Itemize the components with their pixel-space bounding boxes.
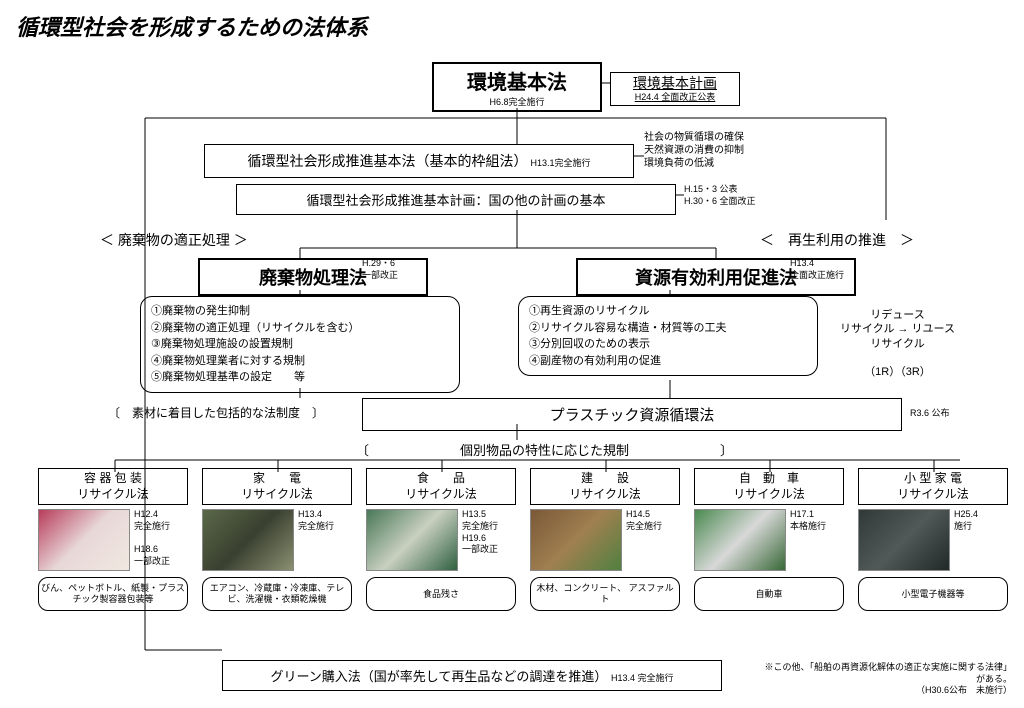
- env-law-title: 環境基本法: [440, 66, 594, 95]
- resource-law-sub: H13.4 全面改正施行: [790, 258, 844, 281]
- card-title: 食 品 リサイクル法: [366, 468, 516, 505]
- card-image: [694, 509, 786, 571]
- footer-note: ※この他、「船舶の再資源化解体の適正な実施に関する法律」がある。 （H30.6公…: [756, 662, 1012, 697]
- card-sub: H13.5 完全施行 H19.6 一部改正: [462, 509, 498, 571]
- recycling-side-note: 社会の物質循環の確保 天然資源の消費の抑制 環境負荷の低減: [644, 131, 744, 170]
- card-desc: 小型電子機器等: [858, 577, 1008, 611]
- recycling-law-sub: H13.1完全施行: [531, 158, 591, 168]
- waste-header: ＜ 廃棄物の適正処理 ＞: [100, 230, 248, 250]
- env-plan-title: 環境基本計画: [617, 75, 733, 92]
- recycling-plan-sub: H.15・3 公表 H.30・6 全面改正: [684, 184, 756, 207]
- waste-law-sub: H.29・6 一部改正: [362, 258, 398, 281]
- card-image: [366, 509, 458, 571]
- card-image: [38, 509, 130, 571]
- card-desc: びん、ペットボトル、紙製・プラスチック製容器包装等: [38, 577, 188, 611]
- waste-law-title: 廃棄物処理法: [259, 268, 367, 288]
- recycle-header: ＜ 再生利用の推進 ＞: [760, 230, 914, 250]
- plastic-sub: R3.6 公布: [910, 408, 950, 420]
- card-title: 家 電 リサイクル法: [202, 468, 352, 505]
- recycle-cards: 容 器 包 装 リサイクル法 H12.4 完全施行 H18.6 一部改正びん、ペッ…: [38, 468, 1008, 611]
- card-title: 自 動 車 リサイクル法: [694, 468, 844, 505]
- recycle-card-0: 容 器 包 装 リサイクル法 H12.4 完全施行 H18.6 一部改正びん、ペッ…: [38, 468, 188, 611]
- resource-side: リデュース リサイクル → リユース リサイクル （1R）（3R）: [840, 308, 955, 379]
- card-desc: 自動車: [694, 577, 844, 611]
- card-title: 小 型 家 電 リサイクル法: [858, 468, 1008, 505]
- card-sub: H12.4 完全施行 H18.6 一部改正: [134, 509, 170, 571]
- card-desc: 食品残さ: [366, 577, 516, 611]
- card-desc: エアコン、冷蔵庫・冷凍庫、テレビ、洗濯機・衣類乾燥機: [202, 577, 352, 611]
- recycle-card-2: 食 品 リサイクル法 H13.5 完全施行 H19.6 一部改正食品残さ: [366, 468, 516, 611]
- card-image: [858, 509, 950, 571]
- plastic-box: プラスチック資源循環法: [362, 398, 902, 431]
- card-sub: H17.1 本格施行: [790, 509, 826, 571]
- card-sub: H13.4 完全施行: [298, 509, 334, 571]
- green-text: グリーン購入法（国が率先して再生品などの調達を推進）: [270, 669, 607, 684]
- page-title: 循環型社会を形成するための法体系: [16, 10, 368, 42]
- material-label: 〔 素材に着目した包括的な法制度 〕: [108, 404, 324, 421]
- card-title: 建 設 リサイクル法: [530, 468, 680, 505]
- card-title: 容 器 包 装 リサイクル法: [38, 468, 188, 505]
- env-plan-sub: H24.4 全面改正公表: [617, 92, 733, 103]
- item-label: 〔 個別物品の特性に応じた規制 〕: [356, 440, 733, 459]
- recycle-card-4: 自 動 車 リサイクル法 H17.1 本格施行自動車: [694, 468, 844, 611]
- recycling-plan-text: 循環型社会形成推進基本計画：国の他の計画の基本: [306, 193, 605, 208]
- recycling-law-box: 循環型社会形成推進基本法（基本的枠組法） H13.1完全施行: [204, 144, 634, 178]
- env-law-box: 環境基本法 H6.8完全施行: [432, 62, 602, 112]
- green-sub: H13.4 完全施行: [611, 673, 674, 683]
- resource-law-title: 資源有効利用促進法: [635, 268, 797, 288]
- resource-items: ①再生資源のリサイクル ②リサイクル容易な構造・材質等の工夫 ③分別回収のための…: [518, 296, 818, 376]
- green-box: グリーン購入法（国が率先して再生品などの調達を推進） H13.4 完全施行: [222, 660, 722, 691]
- env-plan-box: 環境基本計画 H24.4 全面改正公表: [610, 72, 740, 106]
- card-desc: 木材、コンクリート、 アスファルト: [530, 577, 680, 611]
- env-law-sub: H6.8完全施行: [440, 95, 594, 108]
- card-image: [530, 509, 622, 571]
- card-sub: H25.4 施行: [954, 509, 978, 571]
- card-image: [202, 509, 294, 571]
- plastic-text: プラスチック資源循環法: [550, 407, 715, 424]
- card-sub: H14.5 完全施行: [626, 509, 662, 571]
- recycling-plan-box: 循環型社会形成推進基本計画：国の他の計画の基本: [236, 184, 676, 215]
- recycling-law-text: 循環型社会形成推進基本法（基本的枠組法）: [247, 153, 527, 169]
- waste-items: ①廃棄物の発生抑制 ②廃棄物の適正処理（リサイクルを含む） ③廃棄物処理施設の設…: [140, 296, 460, 393]
- recycle-card-5: 小 型 家 電 リサイクル法 H25.4 施行小型電子機器等: [858, 468, 1008, 611]
- recycle-card-3: 建 設 リサイクル法 H14.5 完全施行木材、コンクリート、 アスファルト: [530, 468, 680, 611]
- recycle-card-1: 家 電 リサイクル法 H13.4 完全施行エアコン、冷蔵庫・冷凍庫、テレビ、洗濯機…: [202, 468, 352, 611]
